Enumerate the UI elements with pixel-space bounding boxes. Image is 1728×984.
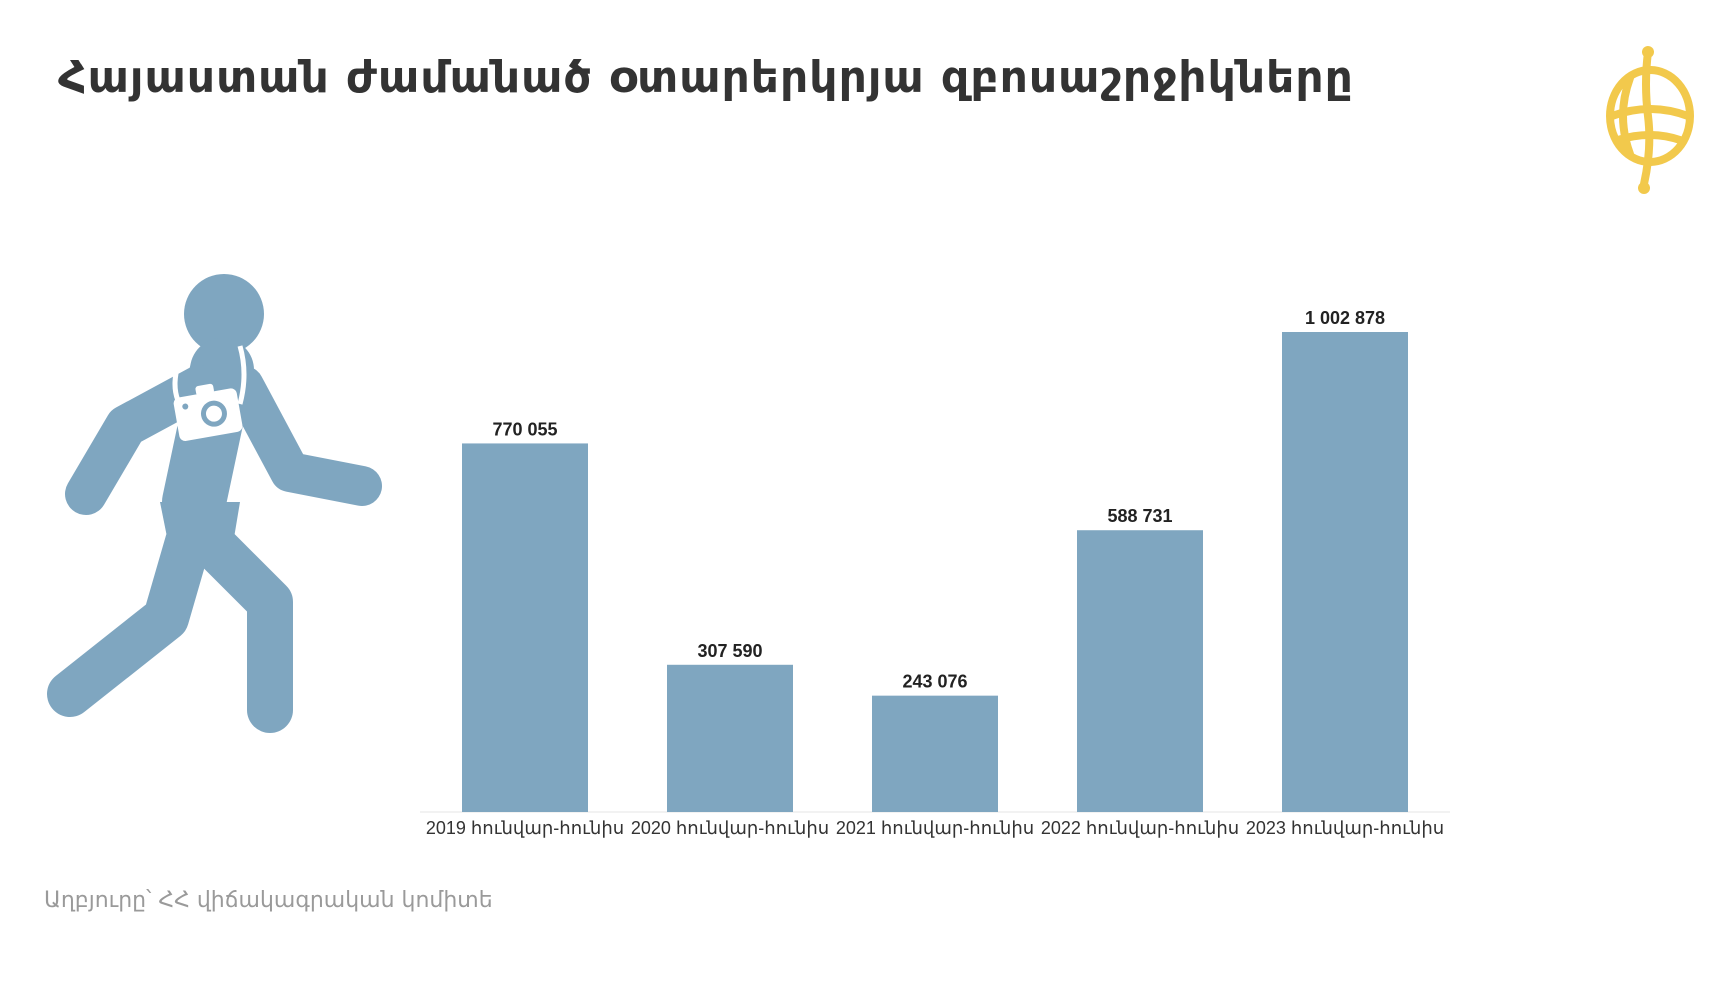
bar [872, 695, 998, 812]
tourist-with-camera-icon [47, 274, 382, 733]
bar-value-label: 588 731 [1107, 506, 1172, 526]
bar [462, 443, 588, 812]
bar [667, 664, 793, 812]
bar-chart: 770 055 2019 հունվար-հունիս 307 590 2020 հո… [420, 308, 1450, 838]
globe-logo-icon [1606, 46, 1694, 194]
category-tick-label: 2019 հունվար-հունիս [426, 818, 624, 838]
bar [1077, 530, 1203, 812]
bar-value-label: 770 055 [492, 419, 557, 439]
category-tick-label: 2020 հունվար-հունիս [631, 818, 829, 838]
bar-value-label: 243 076 [902, 672, 967, 692]
category-tick-label: 2022 հունվար-հունիս [1041, 818, 1239, 838]
bar-value-label: 307 590 [697, 641, 762, 661]
source-note: Աղբյուրը՝ ՀՀ վիճակագրական կոմիտե [44, 888, 493, 913]
category-tick-label: 2023 հունվար-հունիս [1246, 818, 1444, 838]
bar [1282, 332, 1408, 812]
chart-title: Հայաստան ժամանած օտարերկրյա զբոսաշրջիկնե… [58, 52, 1354, 103]
category-tick-label: 2021 հունվար-հունիս [836, 818, 1034, 838]
bar-value-label: 1 002 878 [1305, 308, 1385, 328]
